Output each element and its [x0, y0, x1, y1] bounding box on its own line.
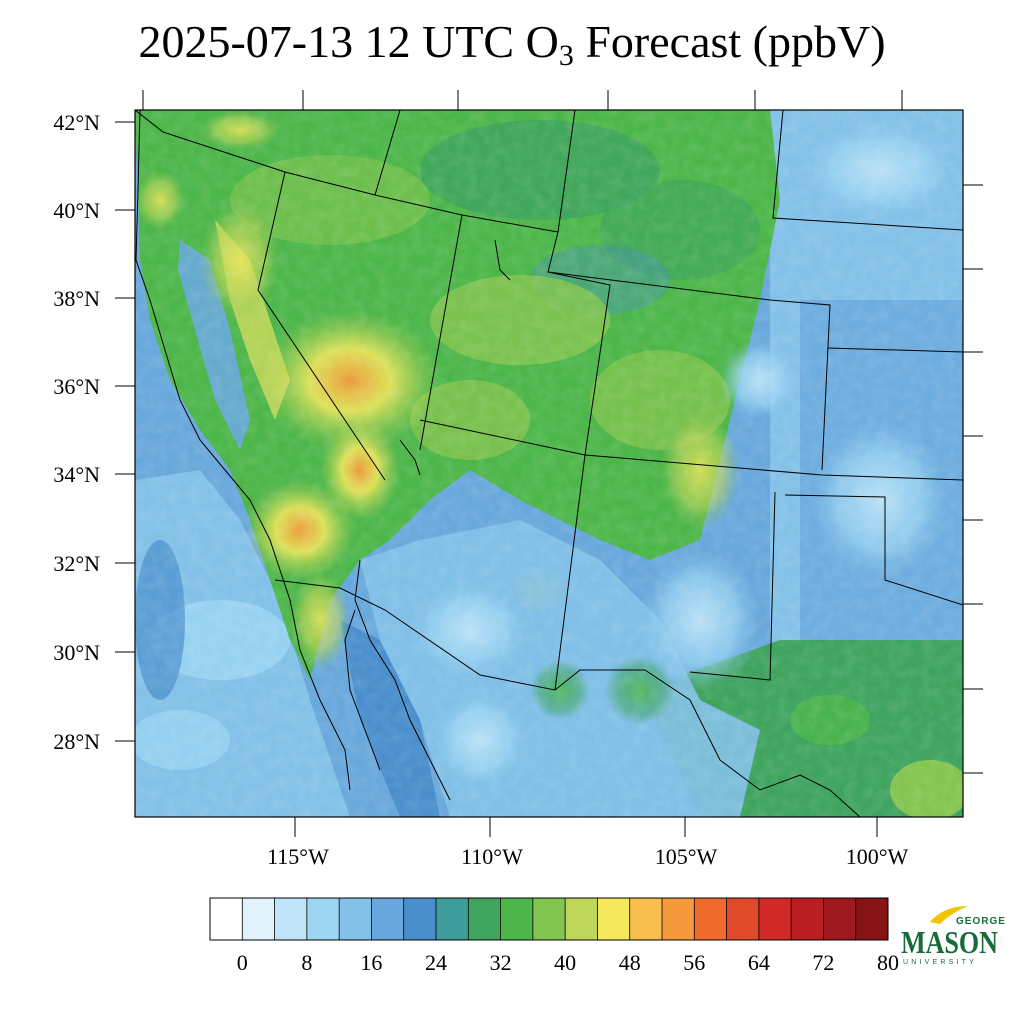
baja-east-coast [344, 609, 381, 771]
map-frame [134, 109, 964, 818]
colorbar-tick-label: 16 [360, 950, 382, 975]
nm-tx-border [689, 491, 776, 681]
colorbar-tick-label: 8 [301, 950, 312, 975]
boundaries [135, 110, 963, 817]
longitude-labels: 115°W 110°W 105°W 100°W [267, 844, 908, 869]
lon-label: 100°W [846, 844, 909, 869]
co-ks-border [547, 271, 831, 471]
ca-nv-border [162, 131, 386, 481]
lat-label: 32°N [53, 551, 100, 576]
az-nm-ok-border [419, 419, 963, 481]
lat-label: 42°N [53, 110, 100, 135]
logo-george: GEORGE [956, 916, 1006, 927]
ozone-field [135, 110, 963, 817]
lat-label: 40°N [53, 198, 100, 223]
ks-ok-border [827, 347, 963, 353]
colorbar-swatch [339, 898, 372, 940]
colorbar-swatch [210, 898, 243, 940]
colorbar-swatch [306, 898, 340, 940]
latitude-labels: 42°N 40°N 38°N 36°N 34°N 32°N 30°N 28°N [53, 110, 100, 754]
lat-label: 30°N [53, 640, 100, 665]
lat-label: 28°N [53, 729, 100, 754]
map-title: 2025-07-13 12 UTC O3 Forecast (ppbV) [0, 12, 1024, 72]
az-nm-border [554, 454, 586, 691]
colorbar-swatch [274, 898, 308, 940]
colorbar-tick-label: 0 [237, 950, 248, 975]
colorbar-swatch [565, 898, 598, 940]
logo-swoosh [930, 906, 968, 924]
colorbar-swatch [403, 898, 437, 940]
colorbar-tick-label: 80 [877, 950, 899, 975]
lon-label: 115°W [267, 844, 329, 869]
colorbar-swatch [694, 898, 728, 940]
colorbar-swatch [758, 898, 792, 940]
colorbar-swatch [823, 898, 857, 940]
colorbar-swatch [436, 898, 469, 940]
lon-label: 110°W [461, 844, 523, 869]
colorbar-swatch [468, 898, 502, 940]
wy-border [557, 110, 576, 233]
colorbar-swatch [371, 898, 405, 940]
colorbar-tick-label: 24 [425, 950, 447, 975]
colorbar-swatch [662, 898, 695, 940]
colorbar-swatch [855, 898, 889, 940]
colorbar-tick-label: 72 [812, 950, 834, 975]
colorbar-swatch [597, 898, 631, 940]
us-mexico-border [274, 579, 761, 791]
logo-university: UNIVERSITY [903, 959, 977, 966]
title-subscript: 3 [558, 39, 574, 72]
colorbar-tick-label: 56 [683, 950, 705, 975]
wy-ne-border [772, 110, 963, 231]
colorbar-tick-label: 48 [619, 950, 641, 975]
colorbar-tick-label: 40 [554, 950, 576, 975]
colorbar [209, 897, 889, 941]
colorbar-frame [209, 897, 889, 941]
rio-grande [759, 774, 861, 817]
george-mason-logo: GEORGE MASON UNIVERSITY [901, 906, 1006, 966]
colorbar-labels: 0 8 16 24 32 40 48 56 64 72 80 [237, 950, 899, 975]
colorbar-swatch [726, 898, 760, 940]
tx-panhandle [784, 494, 963, 606]
lon-label: 105°W [655, 844, 718, 869]
tick-marks [115, 90, 983, 837]
colorbar-tick-label: 64 [748, 950, 770, 975]
title-suffix: Forecast (ppbV) [573, 16, 886, 67]
gulf-coastline-east [354, 559, 451, 801]
great-salt-lake [494, 239, 511, 281]
colorado-river [399, 439, 421, 476]
lat-label: 34°N [53, 462, 100, 487]
pacific-coastline [135, 110, 351, 791]
colorbar-swatch [629, 898, 663, 940]
lat-label: 36°N [53, 374, 100, 399]
lat-label: 38°N [53, 286, 100, 311]
colorbar-swatch [500, 898, 534, 940]
title-main: 2025-07-13 12 UTC O [138, 16, 559, 67]
texture-overlay [135, 110, 963, 817]
colorbar-swatch [791, 898, 824, 940]
colorbar-tick-label: 32 [490, 950, 512, 975]
colorbar-swatch [242, 898, 276, 940]
logo-mason: MASON [901, 924, 998, 960]
colorbar-swatch [532, 898, 566, 940]
